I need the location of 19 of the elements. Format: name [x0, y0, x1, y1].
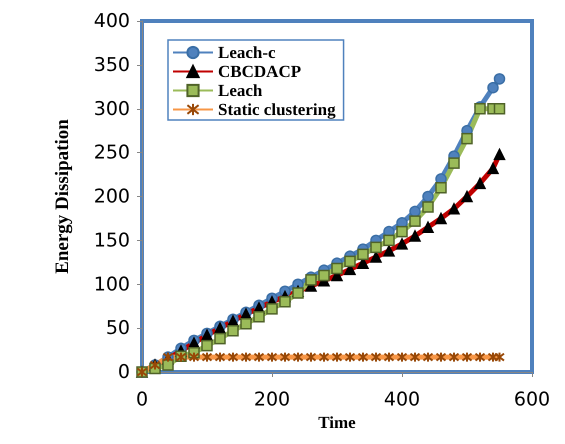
x-tick-label: 0 — [136, 388, 148, 410]
y-tick-label: 300 — [94, 98, 130, 120]
y-tick-label: 0 — [118, 361, 130, 383]
x-tick-label: 200 — [254, 388, 290, 410]
y-axis-title: Energy Dissipation — [52, 118, 73, 274]
x-tick-label: 600 — [514, 388, 550, 410]
y-tick-label: 100 — [94, 273, 130, 296]
x-axis-title: Time — [318, 412, 356, 432]
y-tick-label: 200 — [94, 186, 130, 208]
x-tick-label: 400 — [384, 388, 420, 410]
y-tick-label: 250 — [94, 142, 130, 164]
y-tick-label: 400 — [94, 10, 130, 32]
y-tick-label: 350 — [94, 54, 130, 76]
y-tick-label: 50 — [106, 317, 130, 340]
y-tick-label: 150 — [94, 229, 130, 252]
legend-label: Leach-c — [218, 43, 276, 62]
legend-label: Leach — [218, 81, 263, 100]
legend-label: Static clustering — [218, 100, 336, 119]
legend-label: CBCDACP — [218, 62, 302, 81]
